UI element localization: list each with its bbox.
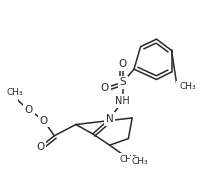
- Text: CH₃: CH₃: [131, 157, 148, 166]
- Text: O: O: [101, 83, 109, 93]
- Text: CH3: CH3: [120, 155, 139, 164]
- Text: N: N: [106, 114, 114, 124]
- Text: CH₃: CH₃: [6, 88, 23, 97]
- Text: O: O: [36, 142, 44, 152]
- Text: NH: NH: [115, 96, 130, 106]
- Text: CH3: CH3: [177, 82, 196, 91]
- Text: O: O: [119, 60, 127, 70]
- Text: O: O: [25, 105, 33, 115]
- Text: O: O: [40, 116, 48, 126]
- Text: S: S: [120, 77, 126, 87]
- Text: CH₃: CH₃: [179, 82, 196, 91]
